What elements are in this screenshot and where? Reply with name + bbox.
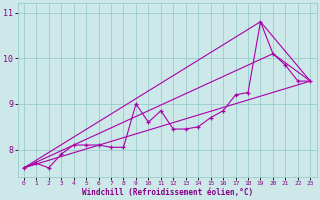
X-axis label: Windchill (Refroidissement éolien,°C): Windchill (Refroidissement éolien,°C) [82, 188, 253, 197]
